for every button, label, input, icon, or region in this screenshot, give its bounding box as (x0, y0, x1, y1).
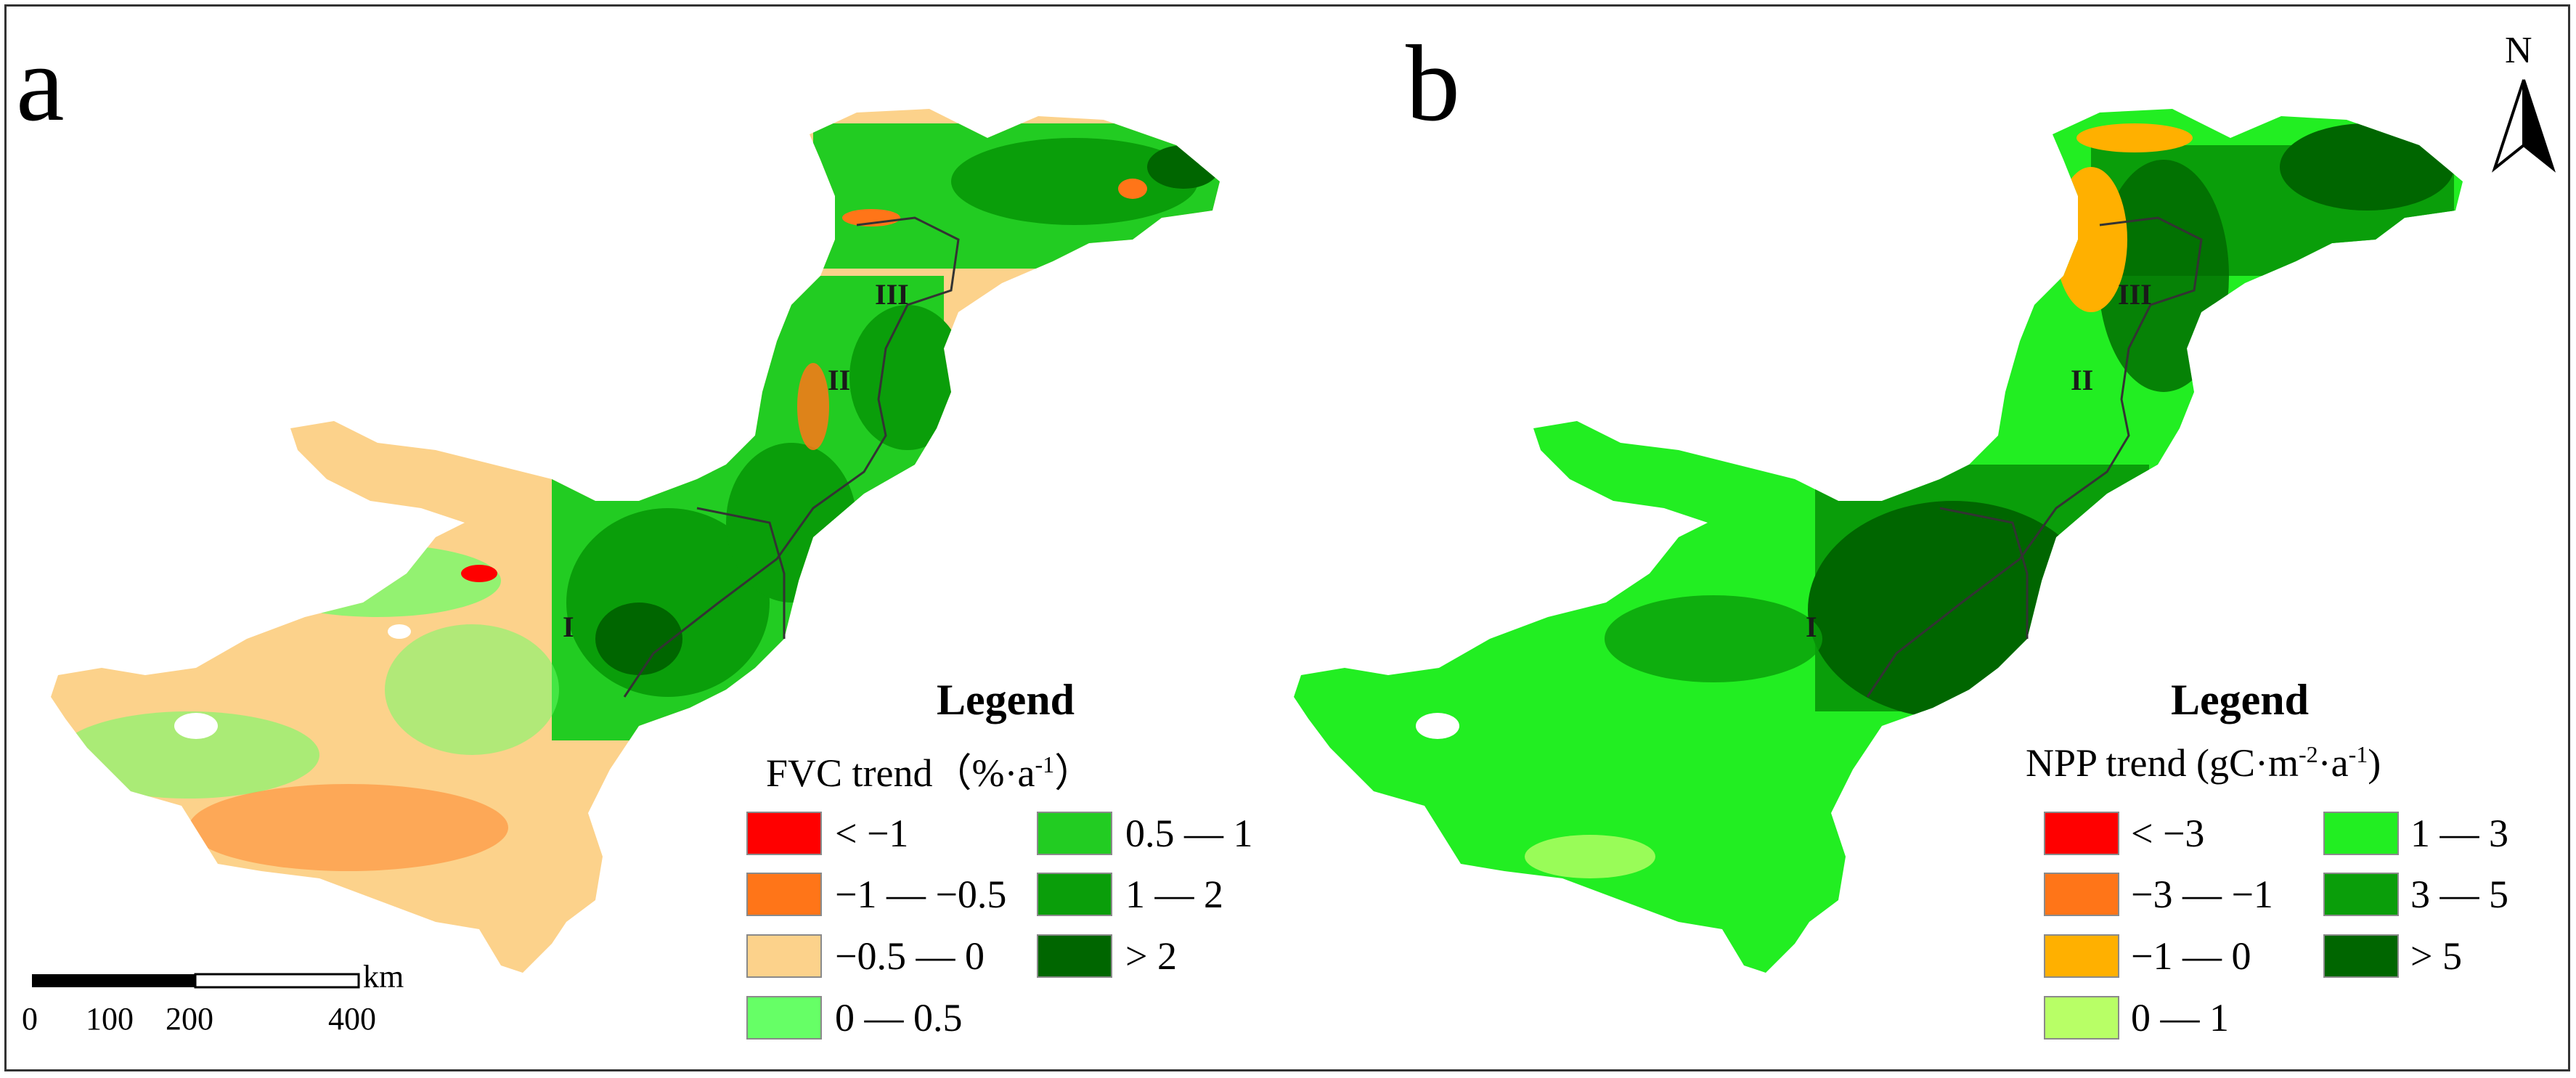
panel-a-zone-III: III (875, 278, 909, 311)
panel-a-swatch-0 (746, 812, 822, 855)
panel-a-class-label-2: −0.5 — 0 (835, 934, 985, 978)
panel-b-zone-III: III (2118, 278, 2152, 311)
panel-b-swatch-1 (2044, 873, 2119, 916)
panel-a-swatch-1 (746, 873, 822, 916)
panel-a-class-label-6: > 2 (1125, 934, 1177, 978)
panel-a-class-label-0: < −1 (835, 812, 909, 855)
panel-a-class-label-1: −1 — −0.5 (835, 873, 1007, 916)
panel-a-class-label-5: 1 — 2 (1125, 873, 1223, 916)
panel-b-class-label-0: < −3 (2131, 812, 2205, 855)
panel-b-swatch-2 (2044, 934, 2119, 978)
panel-b-swatch-0 (2044, 812, 2119, 855)
panel-b-class-label-5: 3 — 5 (2410, 873, 2508, 916)
panel-b-class-label-3: 0 — 1 (2131, 996, 2229, 1040)
panel-b-class-label-1: −3 — −1 (2131, 873, 2273, 916)
scale-bar (32, 973, 360, 989)
scale-tick-400: 400 (328, 1001, 376, 1037)
panel-b-label: b (1406, 23, 1460, 144)
panel-b-zone-II: II (2071, 364, 2094, 396)
panel-b-class-label-4: 1 — 3 (2410, 812, 2508, 855)
panel-a-swatch-3 (746, 996, 822, 1040)
panel-b-zone-I: I (1806, 611, 1817, 643)
panel-b-swatch-3 (2044, 996, 2119, 1040)
panel-b-legend-title: Legend (2171, 676, 2310, 724)
panel-b-swatch-6 (2323, 934, 2399, 978)
scale-unit: km (363, 959, 404, 995)
panel-a-swatch-5 (1037, 873, 1112, 916)
panel-a-legend-unit: FVC trend（%·a-1） (766, 751, 1094, 795)
panel-b-swatch-4 (2323, 812, 2399, 855)
panel-b-class-label-2: −1 — 0 (2131, 934, 2251, 978)
panel-a-legend-title: Legend (937, 676, 1075, 724)
figure-frame (4, 4, 2570, 1071)
panel-b-legend-unit: NPP trend (gC·m-2·a-1) (2026, 741, 2381, 785)
panel-a-zone-II: II (828, 364, 851, 396)
panel-b-map (1294, 109, 2463, 973)
north-arrow-icon (2492, 79, 2556, 173)
scale-tick-100: 100 (86, 1001, 134, 1037)
panel-a-label: a (16, 23, 65, 144)
panel-a-swatch-6 (1037, 934, 1112, 978)
panel-a-class-label-4: 0.5 — 1 (1125, 812, 1253, 855)
panel-b-swatch-5 (2323, 873, 2399, 916)
panel-a-class-label-3: 0 — 0.5 (835, 996, 963, 1040)
panel-a-zone-I: I (563, 611, 574, 643)
panel-a-swatch-4 (1037, 812, 1112, 855)
panel-b-class-label-6: > 5 (2410, 934, 2462, 978)
scale-tick-200: 200 (166, 1001, 213, 1037)
scale-tick-0: 0 (22, 1001, 38, 1037)
panel-a-swatch-2 (746, 934, 822, 978)
north-arrow-label: N (2505, 30, 2532, 71)
